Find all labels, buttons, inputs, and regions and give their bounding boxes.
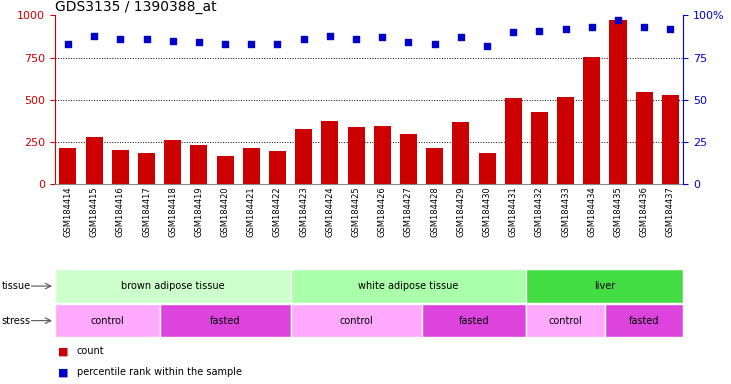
Text: GSM184426: GSM184426 xyxy=(378,186,387,237)
Bar xyxy=(479,153,496,184)
Bar xyxy=(605,304,683,337)
Point xyxy=(586,24,598,30)
Bar xyxy=(557,97,574,184)
Text: GSM184420: GSM184420 xyxy=(221,186,230,237)
Bar xyxy=(662,95,679,184)
Text: GSM184432: GSM184432 xyxy=(535,186,544,237)
Point xyxy=(115,36,126,42)
Point xyxy=(324,33,336,39)
Point xyxy=(534,28,545,34)
Bar xyxy=(426,148,443,184)
Bar xyxy=(526,304,605,337)
Text: GSM184425: GSM184425 xyxy=(352,186,360,237)
Text: GSM184415: GSM184415 xyxy=(90,186,99,237)
Bar xyxy=(269,151,286,184)
Bar xyxy=(55,304,159,337)
Text: fasted: fasted xyxy=(210,316,240,326)
Point xyxy=(350,36,362,42)
Text: control: control xyxy=(549,316,583,326)
Text: count: count xyxy=(77,346,105,356)
Bar xyxy=(190,145,208,184)
Bar xyxy=(59,148,77,184)
Text: GSM184423: GSM184423 xyxy=(299,186,308,237)
Point xyxy=(62,41,74,47)
Text: GSM184414: GSM184414 xyxy=(64,186,72,237)
Bar xyxy=(216,156,234,184)
Text: fasted: fasted xyxy=(629,316,659,326)
Text: ■: ■ xyxy=(58,367,69,377)
Bar xyxy=(400,134,417,184)
Bar xyxy=(583,57,600,184)
Point xyxy=(246,41,257,47)
Text: GSM184431: GSM184431 xyxy=(509,186,518,237)
Point xyxy=(140,36,152,42)
Text: GSM184422: GSM184422 xyxy=(273,186,282,237)
Point xyxy=(638,24,650,30)
Bar xyxy=(452,122,469,184)
Bar xyxy=(164,141,181,184)
Point xyxy=(481,43,493,49)
Point xyxy=(403,39,414,45)
Text: GDS3135 / 1390388_at: GDS3135 / 1390388_at xyxy=(55,0,216,14)
Point xyxy=(272,41,284,47)
Bar xyxy=(290,304,422,337)
Bar xyxy=(422,304,526,337)
Point xyxy=(455,34,466,40)
Text: GSM184436: GSM184436 xyxy=(640,186,648,237)
Text: fasted: fasted xyxy=(458,316,489,326)
Point xyxy=(193,39,205,45)
Point xyxy=(167,38,178,44)
Text: brown adipose tissue: brown adipose tissue xyxy=(121,281,224,291)
Text: GSM184434: GSM184434 xyxy=(587,186,596,237)
Point xyxy=(560,26,572,32)
Text: tissue: tissue xyxy=(1,281,31,291)
Text: GSM184435: GSM184435 xyxy=(613,186,623,237)
Bar xyxy=(290,270,526,303)
Bar xyxy=(159,304,290,337)
Bar xyxy=(86,137,102,184)
Bar xyxy=(138,153,155,184)
Bar xyxy=(526,270,683,303)
Point xyxy=(507,29,519,35)
Bar xyxy=(55,270,290,303)
Point xyxy=(298,36,309,42)
Text: GSM184428: GSM184428 xyxy=(430,186,439,237)
Bar xyxy=(322,121,338,184)
Text: GSM184429: GSM184429 xyxy=(456,186,466,237)
Text: GSM184417: GSM184417 xyxy=(142,186,151,237)
Text: percentile rank within the sample: percentile rank within the sample xyxy=(77,367,242,377)
Text: GSM184437: GSM184437 xyxy=(666,186,675,237)
Text: GSM184424: GSM184424 xyxy=(325,186,334,237)
Text: GSM184418: GSM184418 xyxy=(168,186,177,237)
Text: GSM184427: GSM184427 xyxy=(404,186,413,237)
Bar xyxy=(531,112,548,184)
Bar xyxy=(504,98,522,184)
Point xyxy=(88,33,100,39)
Point xyxy=(612,17,624,23)
Point xyxy=(664,26,676,32)
Bar xyxy=(295,129,312,184)
Text: liver: liver xyxy=(594,281,616,291)
Point xyxy=(219,41,231,47)
Bar xyxy=(112,150,129,184)
Bar xyxy=(636,92,653,184)
Text: GSM184421: GSM184421 xyxy=(247,186,256,237)
Text: control: control xyxy=(339,316,373,326)
Point xyxy=(376,34,388,40)
Text: white adipose tissue: white adipose tissue xyxy=(358,281,458,291)
Text: GSM184416: GSM184416 xyxy=(115,186,125,237)
Text: control: control xyxy=(91,316,124,326)
Text: GSM184433: GSM184433 xyxy=(561,186,570,237)
Point xyxy=(429,41,441,47)
Bar xyxy=(374,126,391,184)
Bar xyxy=(243,148,260,184)
Text: GSM184419: GSM184419 xyxy=(194,186,203,237)
Text: ■: ■ xyxy=(58,346,69,356)
Text: stress: stress xyxy=(1,316,31,326)
Text: GSM184430: GSM184430 xyxy=(482,186,491,237)
Bar xyxy=(347,127,365,184)
Bar xyxy=(610,20,626,184)
